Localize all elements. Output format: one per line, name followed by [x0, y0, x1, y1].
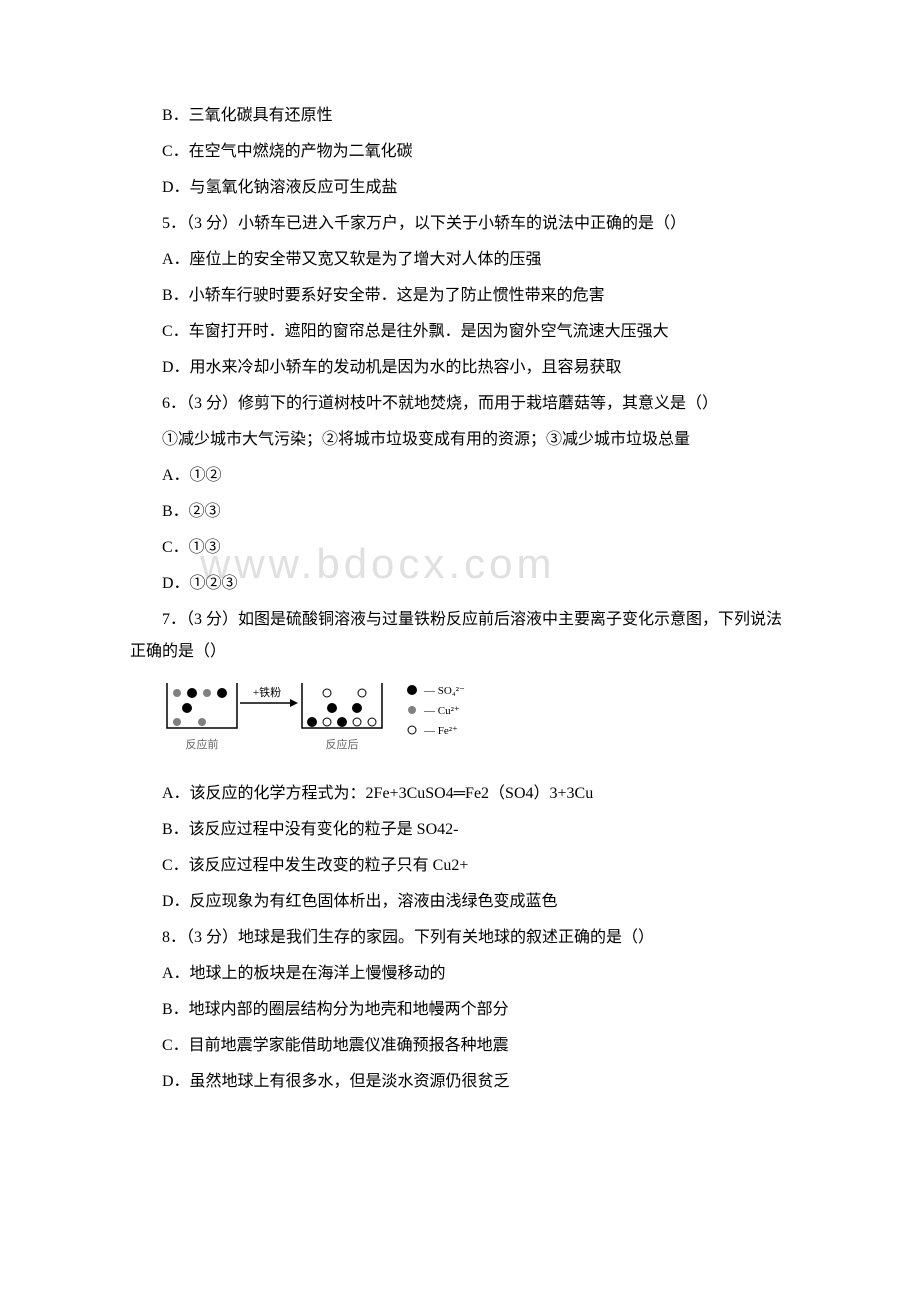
dot-white: [358, 689, 366, 697]
q6-option-a: A．①②: [130, 460, 790, 492]
dot-gray: [173, 718, 181, 726]
dot-gray: [173, 689, 181, 697]
option-b: B．三氧化碳具有还原性: [130, 100, 790, 132]
dot-black: [337, 717, 347, 727]
dot-black: [352, 703, 362, 713]
label-before: 反应前: [186, 737, 219, 751]
q5-option-d: D．用水来冷却小轿车的发动机是因为水的比热容小，且容易获取: [130, 352, 790, 384]
option-d: D．与氢氧化钠溶液反应可生成盐: [130, 172, 790, 204]
q6-option-b: B．②③: [130, 496, 790, 528]
dot-white: [323, 718, 331, 726]
q6-option-c: C．①③: [130, 532, 790, 564]
dot-gray: [198, 718, 206, 726]
q7-option-d: D．反应现象为有红色固体析出，溶液由浅绿色变成蓝色: [130, 886, 790, 918]
dot-white: [368, 718, 376, 726]
question-6: 6．（3 分）修剪下的行道树枝叶不就地焚烧，而用于栽培蘑菇等，其意义是（）: [130, 388, 790, 420]
dot-black: [327, 703, 337, 713]
question-8: 8．（3 分）地球是我们生存的家园。下列有关地球的叙述正确的是（）: [130, 922, 790, 954]
option-c: C．在空气中燃烧的产物为二氧化碳: [130, 136, 790, 168]
label-plus-iron: +铁粉: [253, 686, 281, 699]
q5-option-b: B．小轿车行驶时要系好安全带．这是为了防止惯性带来的危害: [130, 280, 790, 312]
legend-dot-cu: [408, 706, 416, 714]
reaction-diagram: 反应前 +铁粉 反应后 — SO₄²⁻ —: [162, 678, 790, 768]
q6-list: ①减少城市大气污染；②将城市垃圾变成有用的资源；③减少城市垃圾总量: [130, 424, 790, 456]
q8-option-c: C．目前地震学家能借助地震仪准确预报各种地震: [130, 1030, 790, 1062]
q8-option-a: A．地球上的板块是在海洋上慢慢移动的: [130, 958, 790, 990]
dot-black: [187, 688, 197, 698]
q5-option-c: C．车窗打开时．遮阳的窗帘总是往外飘．是因为窗外空气流速大压强大: [130, 316, 790, 348]
q7-option-a: A．该反应的化学方程式为：2Fe+3CuSO4═Fe2（SO4）3+3Cu: [130, 778, 790, 810]
document-content: B．三氧化碳具有还原性 C．在空气中燃烧的产物为二氧化碳 D．与氢氧化钠溶液反应…: [130, 100, 790, 1098]
dot-white: [353, 718, 361, 726]
dot-black: [182, 703, 192, 713]
q5-option-a: A．座位上的安全带又宽又软是为了增大对人体的压强: [130, 244, 790, 276]
question-7: 7．（3 分）如图是硫酸铜溶液与过量铁粉反应前后溶液中主要离子变化示意图，下列说…: [130, 604, 790, 668]
dot-black: [217, 688, 227, 698]
diagram-svg: 反应前 +铁粉 反应后 — SO₄²⁻ —: [162, 678, 492, 768]
q8-option-b: B．地球内部的圈层结构分为地壳和地幔两个部分: [130, 994, 790, 1026]
legend-so4: — SO₄²⁻: [423, 685, 465, 697]
legend-dot-so4: [407, 685, 417, 695]
dot-white: [323, 689, 331, 697]
q7-option-b: B．该反应过程中没有变化的粒子是 SO42-: [130, 814, 790, 846]
legend-fe: — Fe²⁺: [423, 725, 458, 737]
legend-dot-fe: [408, 726, 416, 734]
q7-option-c: C．该反应过程中发生改变的粒子只有 Cu2+: [130, 850, 790, 882]
dot-gray: [203, 689, 211, 697]
legend-cu: — Cu²⁺: [423, 705, 460, 717]
label-after: 反应后: [326, 737, 359, 751]
q8-option-d: D．虽然地球上有很多水，但是淡水资源仍很贫乏: [130, 1066, 790, 1098]
question-5: 5．（3 分）小轿车已进入千家万户，以下关于小轿车的说法中正确的是（）: [130, 208, 790, 240]
dot-black: [307, 717, 317, 727]
q6-option-d: D．①②③: [130, 568, 790, 600]
arrow-head: [290, 699, 298, 707]
